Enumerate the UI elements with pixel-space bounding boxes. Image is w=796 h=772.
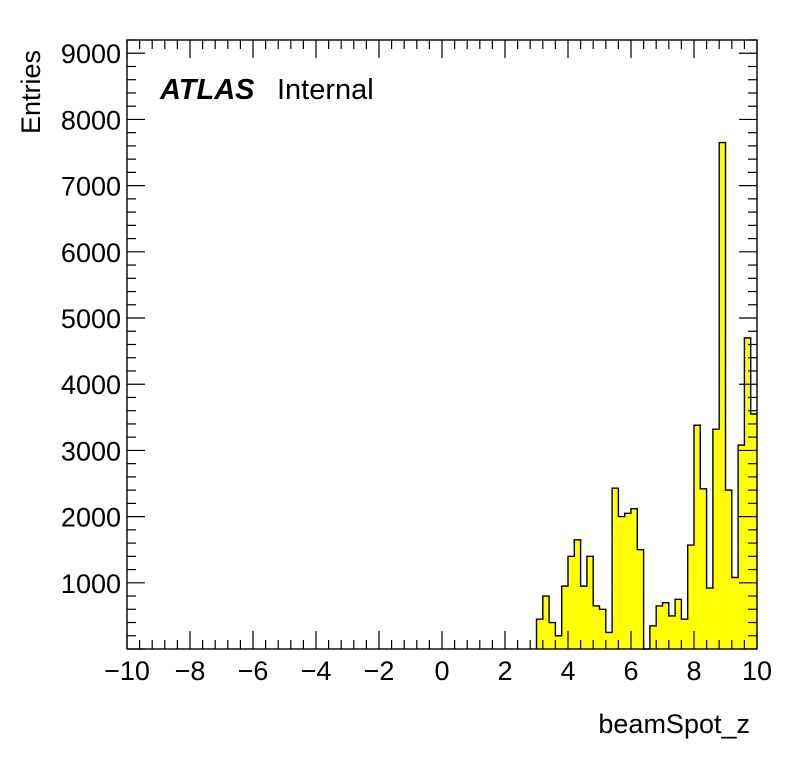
x-axis-title: beamSpot_z — [598, 709, 750, 739]
x-tick-label: 10 — [742, 656, 772, 686]
atlas-label: ATLAS Internal — [159, 74, 374, 106]
y-tick-label: 7000 — [61, 172, 121, 202]
histogram-bar — [549, 622, 556, 649]
x-tick-label: −2 — [364, 656, 395, 686]
histogram-bar — [750, 414, 757, 649]
histogram-bar — [744, 337, 751, 649]
histogram-bar — [586, 556, 594, 649]
histogram-bar — [719, 142, 726, 649]
x-tick-label: 6 — [623, 656, 638, 686]
y-axis-title: Entries — [16, 50, 46, 134]
histogram-bar — [681, 619, 688, 649]
histogram-bar — [605, 632, 613, 649]
x-tick-label: −4 — [301, 656, 332, 686]
y-tick-label: 2000 — [61, 503, 121, 533]
histogram-bar — [656, 605, 663, 649]
histogram-bar — [568, 556, 575, 649]
histogram-bar — [561, 586, 568, 649]
y-tick-label: 6000 — [61, 238, 121, 268]
histogram-bar — [662, 602, 669, 649]
x-tick-labels: −10 −8 −6 −4 −2 0 2 4 6 8 10 — [104, 656, 772, 686]
histogram-bar — [624, 513, 631, 649]
x-tick-label: 2 — [497, 656, 512, 686]
histogram-bar — [599, 609, 606, 649]
atlas-status-label: Internal — [277, 74, 374, 106]
histogram-bar — [637, 549, 644, 649]
x-tick-label: 0 — [434, 656, 449, 686]
histogram-bar — [731, 577, 739, 649]
y-tick-label: 4000 — [61, 370, 121, 400]
histogram-bar — [631, 508, 638, 649]
histogram-bar — [694, 425, 701, 649]
histogram-bar — [712, 429, 720, 649]
y-tick-label: 3000 — [61, 436, 121, 466]
histogram-bar — [555, 635, 562, 649]
histogram-bar — [618, 516, 625, 649]
histogram-bar — [725, 490, 732, 649]
histogram-bar — [574, 539, 581, 649]
histogram-bar — [580, 586, 587, 649]
y-tick-labels: 1000 2000 3000 4000 5000 6000 7000 8000 9000 — [61, 39, 121, 599]
histogram-bar — [738, 445, 745, 649]
histogram-bar — [706, 588, 713, 649]
axis-ticks — [126, 39, 758, 650]
y-tick-label: 5000 — [61, 304, 121, 334]
y-tick-label: 9000 — [61, 39, 121, 69]
histogram-bar — [542, 596, 550, 649]
histogram-bar — [612, 488, 619, 649]
plot-frame — [126, 39, 758, 650]
histogram-bar — [668, 615, 676, 649]
y-tick-label: 1000 — [61, 569, 121, 599]
histogram-bar — [675, 599, 682, 649]
histogram-bar — [536, 619, 543, 649]
histogram-bar — [593, 605, 600, 649]
x-tick-label: 8 — [686, 656, 701, 686]
histogram-bar — [649, 625, 657, 649]
x-tick-label: −8 — [175, 656, 206, 686]
x-tick-label: −10 — [104, 656, 150, 686]
histogram-bar — [687, 545, 694, 649]
y-tick-label: 8000 — [61, 105, 121, 135]
x-tick-label: 4 — [560, 656, 575, 686]
x-tick-label: −6 — [238, 656, 269, 686]
histogram-bar — [700, 488, 707, 649]
atlas-experiment-label: ATLAS — [159, 74, 255, 106]
histogram-bars — [536, 142, 757, 649]
